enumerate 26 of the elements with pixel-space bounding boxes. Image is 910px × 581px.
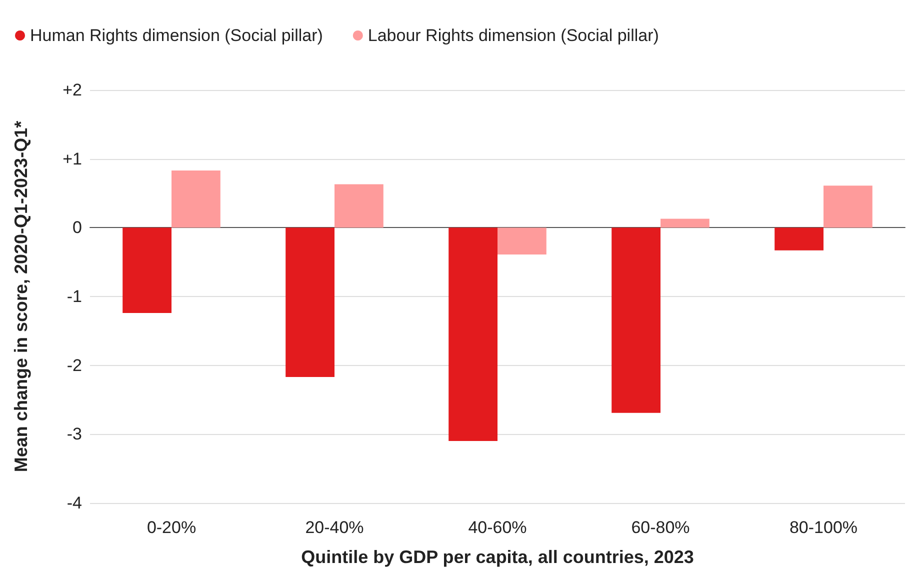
legend-label: Labour Rights dimension (Social pillar) [368,26,659,45]
x-tick-label: 60-80% [631,518,690,537]
bar [448,228,498,442]
y-tick-label: +1 [62,149,82,168]
bar [498,228,546,255]
bar [660,218,710,228]
x-tick-label: 20-40% [305,518,364,537]
y-tick-label: -1 [66,287,82,306]
bar [774,228,824,250]
x-tick-label: 40-60% [468,518,527,537]
x-tick-label: 0-20% [146,518,196,537]
bar [824,186,872,228]
x-axis-title: Quintile by GDP per capita, all countries, 2023 [301,547,694,567]
y-axis-title: Mean change in score, 2020-Q1-2023-Q1* [11,120,31,472]
y-tick-label: -4 [66,494,82,512]
bar [172,170,220,228]
bar [286,228,334,378]
y-tick-label: +2 [62,80,82,100]
bar [122,228,172,314]
bar [334,184,384,228]
y-tick-label: -2 [66,356,82,375]
legend-label: Human Rights dimension (Social pillar) [30,26,323,45]
y-tick-label: -3 [66,424,82,444]
bar [612,228,660,413]
x-tick-label: 80-100% [789,518,858,537]
y-tick-label: 0 [72,218,82,238]
